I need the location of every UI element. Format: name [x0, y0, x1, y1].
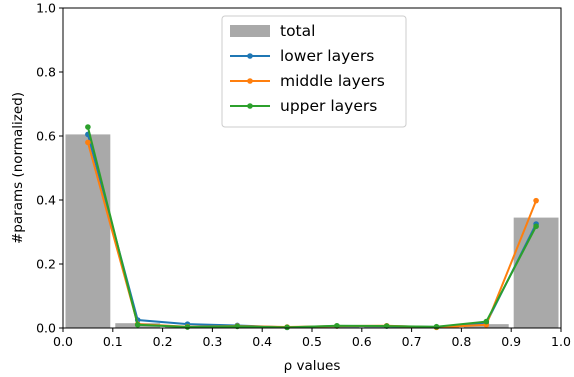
x-tick-label-1: 0.1 [103, 334, 123, 349]
point-middle-layers-0 [85, 139, 91, 146]
y-tick-label-3: 0.6 [36, 129, 56, 144]
bar-total-9 [513, 217, 559, 328]
point-middle-layers-9 [533, 197, 539, 204]
point-upper-layers-5 [334, 322, 340, 329]
x-tick-label-4: 0.4 [252, 334, 272, 349]
legend-box [221, 15, 407, 128]
legend-label-total: total [280, 22, 315, 40]
x-tick-label-3: 0.3 [202, 334, 222, 349]
legend-marker-middle-layers [247, 78, 253, 84]
point-upper-layers-1 [134, 322, 141, 328]
legend-label-upper-layers: upper layers [280, 97, 377, 115]
bars-layer [65, 134, 559, 328]
point-upper-layers-7 [433, 323, 440, 330]
legend-label-middle-layers: middle layers [280, 72, 385, 90]
bar-total-0 [65, 134, 111, 328]
x-tick-label-0: 0.0 [53, 334, 73, 349]
y-tick-label-0: 0.0 [36, 321, 56, 336]
legend-marker-upper-layers [247, 103, 253, 109]
y-tick-label-5: 1.0 [36, 1, 56, 16]
line-lower-layers [86, 134, 537, 329]
y-axis-label: #params (normalized) [10, 92, 26, 244]
x-tick-label-6: 0.6 [352, 334, 372, 349]
point-upper-layers-6 [383, 323, 390, 329]
y-tick-label-1: 0.2 [36, 257, 56, 272]
x-tick-label-10: 1.0 [551, 334, 571, 349]
legend-marker-lower-layers [247, 53, 253, 59]
x-tick-label-2: 0.2 [153, 334, 173, 349]
line-middle-layers [86, 142, 538, 329]
line-upper-layers [86, 126, 537, 329]
lines-layer [85, 124, 539, 331]
point-upper-layers-8 [483, 318, 490, 325]
y-axis: 0.0 0.2 0.4 0.6 0.8 1.0 [36, 1, 63, 336]
y-tick-label-4: 0.8 [36, 65, 56, 80]
x-axis: 0.0 0.1 0.2 0.3 0.4 0.5 0.6 0.7 0.8 0.9 1.0 [53, 328, 571, 349]
legend: total lower layers middle layers upper laye… [221, 15, 407, 128]
x-tick-label-8: 0.8 [451, 334, 471, 349]
y-tick-label-2: 0.4 [36, 193, 56, 208]
point-upper-layers-2 [184, 324, 191, 330]
x-tick-label-9: 0.9 [501, 334, 521, 349]
x-tick-label-5: 0.5 [302, 334, 322, 349]
point-upper-layers-9 [533, 223, 539, 230]
point-upper-layers-0 [85, 124, 91, 130]
legend-label-lower-layers: lower layers [280, 47, 374, 65]
x-axis-label: ρ values [284, 358, 341, 374]
point-upper-layers-4 [284, 324, 290, 331]
x-tick-label-7: 0.7 [402, 334, 422, 349]
legend-patch-total [230, 25, 270, 37]
